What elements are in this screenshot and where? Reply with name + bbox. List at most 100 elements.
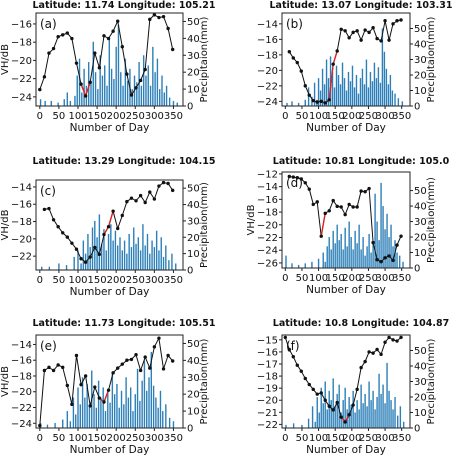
vh-point-18: [359, 38, 363, 42]
vh-point-17: [120, 213, 124, 218]
x-tick-label: 200: [107, 111, 126, 122]
plot-frame: [35, 179, 184, 271]
vh-point-23: [379, 259, 383, 264]
y2-tick-label: 0: [187, 102, 193, 113]
vh-point-13: [97, 66, 102, 70]
plot-frame: [281, 171, 411, 269]
x-tick-label: 50: [296, 111, 309, 122]
vh-points: [287, 174, 403, 264]
panel-label: (b): [286, 17, 303, 31]
vh-point-8: [74, 353, 79, 358]
vh-point-0: [287, 174, 292, 179]
vh-point-18: [355, 387, 359, 392]
y2-tick-label: 50: [187, 339, 200, 350]
vh-points: [287, 18, 403, 105]
y-tick-label: −22: [11, 252, 32, 263]
vh-point-7: [74, 247, 79, 251]
precip-bars: [39, 351, 175, 428]
vh-point-27: [161, 367, 166, 371]
vh-point-28: [166, 26, 170, 31]
x-tick-label: 0: [37, 111, 43, 122]
x-tick-label: 100: [68, 111, 87, 122]
x-tick-label: 350: [164, 275, 183, 286]
vh-point-24: [152, 197, 157, 201]
vh-point-16: [111, 29, 115, 33]
y-tick-label: −16: [11, 19, 32, 30]
vh-point-7: [70, 402, 74, 407]
x-tick-label: 200: [342, 433, 361, 444]
vh-point-6: [65, 31, 70, 35]
y-tick-label: −24: [11, 92, 32, 103]
x-tick-label: 250: [126, 433, 145, 444]
vh-point-23: [143, 355, 147, 359]
vh-point-3: [51, 368, 56, 373]
vh-point-1: [287, 347, 292, 352]
y-tick-label: −18: [11, 217, 32, 228]
vh-point-14: [102, 34, 106, 38]
vh-point-2: [51, 218, 56, 222]
y2-tick-label: 40: [414, 40, 427, 51]
vh-point-20: [129, 357, 134, 362]
vh-point-5: [65, 235, 70, 239]
y2-axis-label: Precipitaion(mm): [199, 16, 210, 102]
vh-point-5: [303, 376, 307, 381]
chart-title: Latitude: 13.29 Longitude: 104.15: [33, 156, 216, 167]
vh-point-24: [383, 256, 387, 260]
vh-point-29: [170, 359, 175, 363]
panels: Latitude: 11.74 Longitude: 105.210 50 100 1…: [0, 0, 453, 456]
vh-point-5: [61, 33, 65, 37]
y2-tick-label: 50: [187, 184, 200, 195]
y2-axis-label: Precipitaion(mm): [426, 338, 437, 424]
x-tick-label: 150: [88, 111, 107, 122]
vh-point-28: [166, 353, 170, 358]
x-tick-label: 300: [145, 111, 164, 122]
plot-frame: [35, 334, 184, 429]
precip-bars: [41, 214, 177, 270]
vh-points: [42, 180, 175, 264]
y2-tick-label: 0: [187, 266, 193, 277]
chart-title: Latitude: 10.8 Longitude: 104.87: [273, 318, 449, 329]
x-tick-label: 0: [37, 275, 43, 286]
x-tick-label: 100: [68, 433, 87, 444]
y2-tick-label: 10: [187, 249, 200, 260]
y-tick-label: −18: [11, 371, 32, 382]
vh-point-22: [143, 200, 147, 205]
y-tick-label: −14: [257, 19, 278, 30]
vh-point-9: [83, 260, 88, 264]
x-tick-label: 300: [376, 433, 395, 444]
chart-panel-e: Latitude: 11.73 Longitude: 105.510 50 100 1…: [0, 318, 216, 456]
y-tick-label: −20: [257, 396, 278, 407]
y-tick-label: −17: [257, 359, 278, 370]
x-tick-label: 250: [126, 111, 145, 122]
x-tick-label: 200: [342, 273, 361, 284]
vh-point-2: [47, 51, 51, 55]
y2-tick-label: 20: [187, 68, 200, 79]
vh-point-3: [51, 46, 56, 51]
chart-panel-c: Latitude: 13.29 Longitude: 104.150 50 100 1…: [0, 156, 216, 298]
vh-point-21: [134, 86, 138, 90]
x-tick-label: 250: [359, 111, 378, 122]
vh-point-11: [331, 62, 335, 66]
x-tick-label: 350: [164, 433, 183, 444]
vh-point-5: [61, 365, 65, 370]
y-tick-label: −18: [11, 38, 32, 49]
y-tick-label: −14: [257, 182, 278, 193]
vh-point-19: [125, 72, 129, 76]
y2-tick-label: 30: [187, 51, 200, 62]
panel-label: (e): [40, 339, 57, 353]
vh-point-23: [148, 190, 152, 194]
y2-axis-label: Precipitaion(mm): [199, 182, 210, 268]
y2-tick-label: 30: [187, 373, 200, 384]
vh-point-26: [157, 15, 161, 20]
x-tick-label: 0: [282, 273, 288, 284]
vh-point-9: [323, 101, 327, 105]
vh-point-1: [291, 56, 296, 60]
vh-point-25: [387, 254, 391, 258]
x-tick-label: 350: [392, 273, 411, 284]
vh-point-0: [42, 207, 47, 212]
y-tick-label: −16: [257, 347, 278, 358]
y2-tick-label: 30: [187, 216, 200, 227]
chart-panel-a: Latitude: 11.74 Longitude: 105.210 50 100 1…: [0, 0, 216, 134]
x-tick-label: 200: [107, 433, 126, 444]
